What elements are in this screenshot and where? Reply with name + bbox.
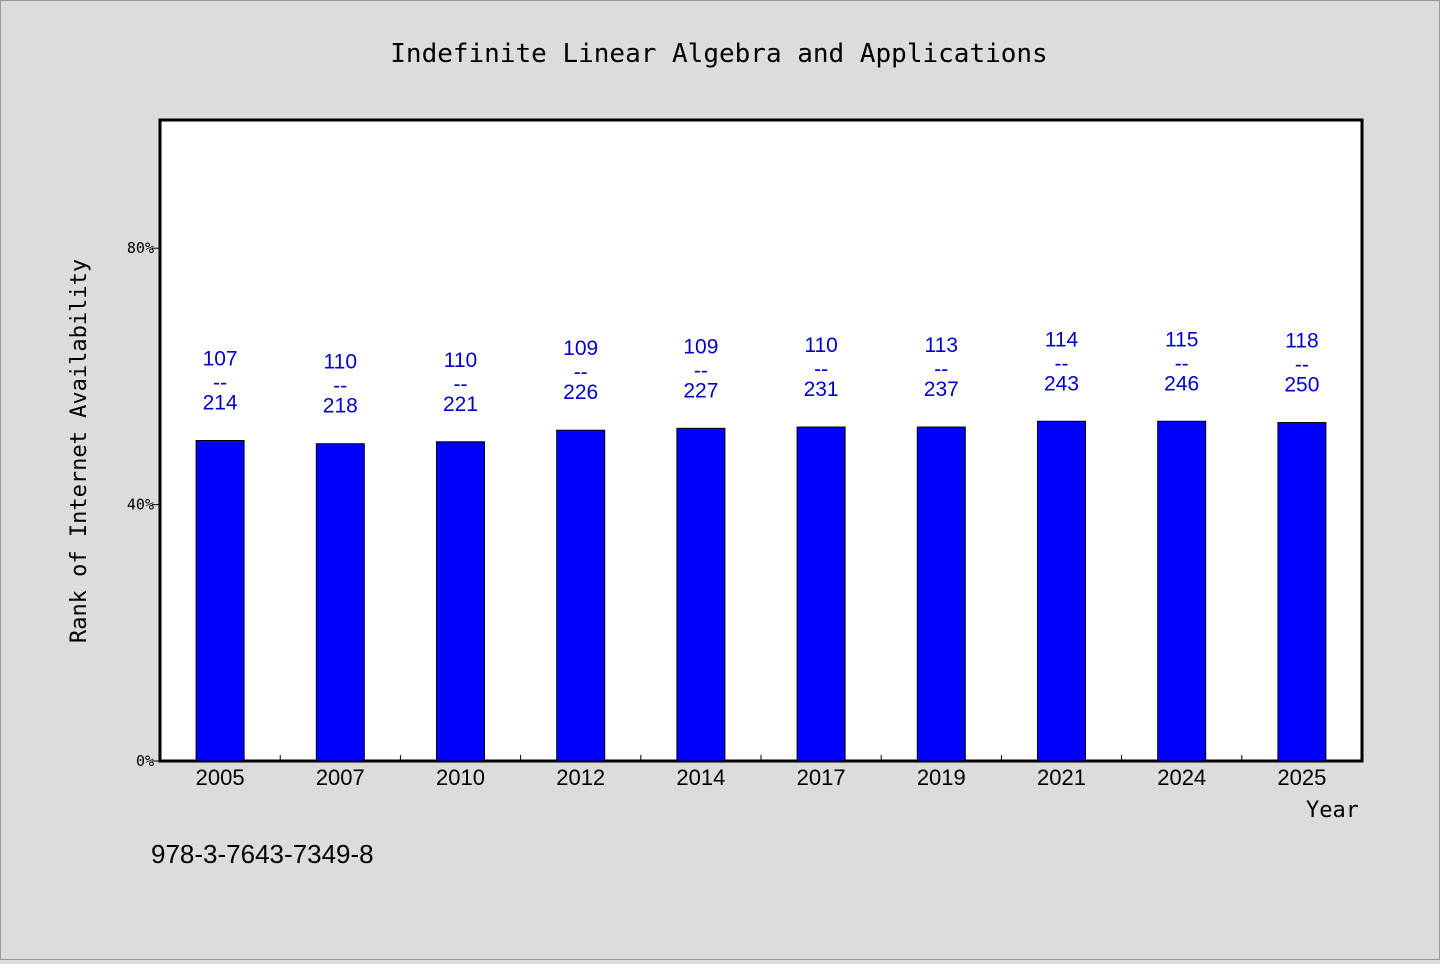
- x-tick-label-2024: 2024: [1157, 765, 1206, 790]
- bar-label-bottom-2007: 218: [323, 395, 358, 418]
- bars-layer: 214--107218--110221--110226--109227--109…: [195, 328, 1327, 762]
- bar-label-bottom-2025: 250: [1284, 374, 1319, 397]
- bar-2010: [436, 441, 485, 762]
- bar-label-top-2005: 107: [203, 348, 238, 371]
- bar-label-bottom-2021: 243: [1044, 372, 1079, 395]
- bar-label-separator-2007: --: [333, 375, 347, 398]
- bar-2007: [315, 443, 365, 762]
- bar-label-separator-2025: --: [1295, 354, 1309, 377]
- bar-label-bottom-2019: 237: [924, 378, 959, 401]
- x-axis-ticks: 2005 2007 2010 2012 2014 2017 2019 2021 2024 2025: [196, 755, 1326, 790]
- bar-label-bottom-2005: 214: [203, 392, 238, 415]
- bar-2005: [195, 440, 245, 762]
- bar-label-top-2007: 110: [324, 351, 357, 374]
- bar-label-bottom-2014: 227: [683, 379, 718, 402]
- x-tick-label-2014: 2014: [676, 765, 725, 790]
- bar-2019: [916, 426, 966, 762]
- bar-label-bottom-2017: 231: [804, 378, 839, 401]
- x-tick-label-2017: 2017: [797, 765, 846, 790]
- x-tick-label-2021: 2021: [1037, 765, 1086, 790]
- bar-label-separator-2019: --: [934, 358, 948, 381]
- bar-label-top-2014: 109: [683, 335, 718, 358]
- bar-label-separator-2021: --: [1055, 352, 1069, 375]
- y-tick-label-80: 80%: [127, 239, 154, 257]
- bar-2014: [676, 427, 726, 762]
- bar-label-separator-2010: --: [454, 373, 468, 396]
- bar-label-top-2019: 113: [925, 334, 958, 357]
- y-axis-ticks: 0% 40% 80%: [127, 239, 160, 770]
- x-tick-label-2025: 2025: [1277, 765, 1326, 790]
- bar-2025: [1277, 422, 1327, 762]
- y-tick-label-0: 0%: [136, 752, 154, 770]
- bar-2017: [796, 426, 846, 762]
- bar-label-top-2021: 114: [1045, 328, 1079, 351]
- bar-label-top-2012: 109: [563, 337, 598, 360]
- y-axis-label: Rank of Internet Availability: [67, 259, 92, 643]
- bar-label-separator-2005: --: [213, 372, 227, 395]
- bar-label-top-2025: 118: [1285, 330, 1318, 353]
- x-axis-label: Year: [1306, 798, 1359, 823]
- bar-label-separator-2017: --: [814, 358, 828, 381]
- x-tick-label-2007: 2007: [316, 765, 365, 790]
- bar-label-separator-2024: --: [1175, 352, 1189, 375]
- bar-label-top-2010: 110: [444, 349, 477, 372]
- footer-isbn: 978-3-7643-7349-8: [151, 839, 374, 869]
- chart-title: Indefinite Linear Algebra and Applicatio…: [390, 39, 1047, 69]
- bar-label-separator-2012: --: [574, 361, 588, 384]
- bar-2012: [556, 429, 606, 762]
- bar-label-bottom-2024: 246: [1164, 372, 1199, 395]
- bar-2024: [1157, 420, 1207, 762]
- bar-2021: [1037, 420, 1086, 762]
- bar-label-bottom-2010: 221: [443, 393, 478, 416]
- y-tick-label-40: 40%: [127, 496, 154, 514]
- bar-label-separator-2014: --: [694, 359, 708, 382]
- x-tick-label-2010: 2010: [436, 765, 485, 790]
- bar-label-top-2024: 115: [1165, 328, 1198, 351]
- bar-label-bottom-2012: 226: [563, 381, 598, 404]
- bar-label-top-2017: 110: [804, 334, 837, 357]
- x-tick-label-2019: 2019: [917, 765, 966, 790]
- x-tick-label-2012: 2012: [556, 765, 605, 790]
- x-tick-label-2005: 2005: [196, 765, 245, 790]
